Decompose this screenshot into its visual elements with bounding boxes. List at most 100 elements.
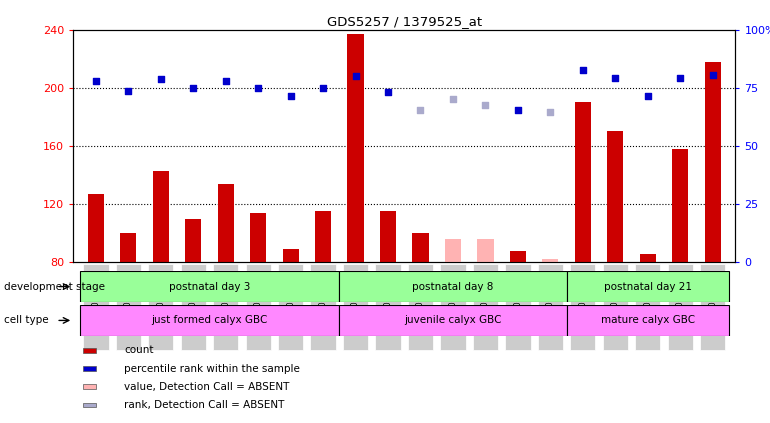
Bar [570, 264, 595, 350]
Bar [83, 348, 96, 353]
Bar [310, 264, 336, 350]
Bar [218, 184, 234, 262]
Title: GDS5257 / 1379525_at: GDS5257 / 1379525_at [326, 16, 482, 28]
Text: value, Detection Call = ABSENT: value, Detection Call = ABSENT [124, 382, 290, 392]
Text: cell type: cell type [4, 316, 49, 325]
Point [544, 109, 557, 116]
Bar [607, 132, 624, 262]
Bar [315, 212, 331, 262]
Point [706, 71, 718, 78]
Text: GSM1202426: GSM1202426 [156, 281, 166, 332]
Bar [574, 102, 591, 262]
Bar [278, 264, 303, 350]
Bar [445, 239, 461, 262]
Point [284, 93, 296, 100]
Text: postnatal day 8: postnatal day 8 [412, 282, 494, 291]
Bar [672, 149, 688, 262]
Bar [473, 264, 498, 350]
Point [317, 84, 330, 91]
Text: mature calyx GBC: mature calyx GBC [601, 316, 695, 325]
Text: GSM1202436: GSM1202436 [481, 281, 490, 332]
Bar [148, 264, 173, 350]
Bar [477, 239, 494, 262]
Bar [116, 264, 141, 350]
Bar [88, 194, 104, 262]
Text: GSM1202431: GSM1202431 [319, 281, 327, 332]
Text: GSM1202439: GSM1202439 [578, 281, 588, 332]
Bar [440, 264, 466, 350]
Bar [181, 264, 206, 350]
Text: GSM1202427: GSM1202427 [189, 281, 198, 332]
Point [382, 89, 394, 96]
Bar [347, 34, 363, 262]
Text: GSM1202429: GSM1202429 [253, 281, 263, 332]
Text: rank, Detection Call = ABSENT: rank, Detection Call = ABSENT [124, 400, 284, 410]
Text: GSM1202442: GSM1202442 [675, 281, 685, 332]
Point [609, 74, 621, 81]
Text: postnatal day 3: postnatal day 3 [169, 282, 250, 291]
Text: GSM1202438: GSM1202438 [546, 281, 555, 332]
Bar [700, 264, 725, 350]
Text: GSM1202440: GSM1202440 [611, 281, 620, 332]
Bar [542, 259, 558, 262]
Bar [213, 264, 239, 350]
Text: postnatal day 21: postnatal day 21 [604, 282, 691, 291]
Bar [152, 170, 169, 262]
Point [674, 74, 686, 81]
Point [219, 77, 232, 84]
Point [512, 106, 524, 113]
Bar [375, 264, 400, 350]
Bar [83, 366, 96, 371]
Point [577, 67, 589, 74]
Bar [246, 264, 271, 350]
Text: just formed calyx GBC: just formed calyx GBC [151, 316, 268, 325]
Bar [340, 272, 567, 302]
Point [90, 77, 102, 84]
Text: GSM1202432: GSM1202432 [351, 281, 360, 332]
Bar [83, 403, 96, 407]
Point [414, 106, 427, 113]
Bar [79, 272, 340, 302]
Bar [668, 264, 693, 350]
Bar [567, 272, 729, 302]
Text: GSM1202441: GSM1202441 [643, 281, 652, 332]
Bar [83, 264, 109, 350]
Text: GSM1202437: GSM1202437 [514, 281, 522, 332]
Point [350, 73, 362, 80]
Point [122, 87, 135, 94]
Bar [705, 62, 721, 262]
Bar [340, 305, 567, 336]
Bar [413, 233, 429, 262]
Text: count: count [124, 346, 153, 355]
Point [641, 93, 654, 100]
Bar [79, 305, 340, 336]
Bar [83, 385, 96, 389]
Bar [408, 264, 434, 350]
Text: GSM1202425: GSM1202425 [124, 281, 133, 332]
Text: GSM1202434: GSM1202434 [416, 281, 425, 332]
Point [252, 84, 264, 91]
Text: GSM1202433: GSM1202433 [383, 281, 393, 332]
Text: development stage: development stage [4, 282, 105, 291]
Bar [343, 264, 368, 350]
Bar [635, 264, 661, 350]
Bar [537, 264, 563, 350]
Bar [505, 264, 531, 350]
Text: GSM1202435: GSM1202435 [448, 281, 457, 332]
Text: GSM1202443: GSM1202443 [708, 281, 717, 332]
Bar [640, 253, 656, 262]
Bar [380, 212, 396, 262]
Text: GSM1202430: GSM1202430 [286, 281, 295, 332]
Point [479, 102, 491, 109]
Text: GSM1202428: GSM1202428 [221, 281, 230, 332]
Bar [250, 213, 266, 262]
Bar [185, 219, 202, 262]
Bar [603, 264, 628, 350]
Bar [567, 305, 729, 336]
Point [447, 96, 459, 103]
Bar [510, 250, 526, 262]
Text: juvenile calyx GBC: juvenile calyx GBC [404, 316, 502, 325]
Bar [283, 249, 299, 262]
Text: GSM1202424: GSM1202424 [92, 281, 100, 332]
Point [155, 76, 167, 82]
